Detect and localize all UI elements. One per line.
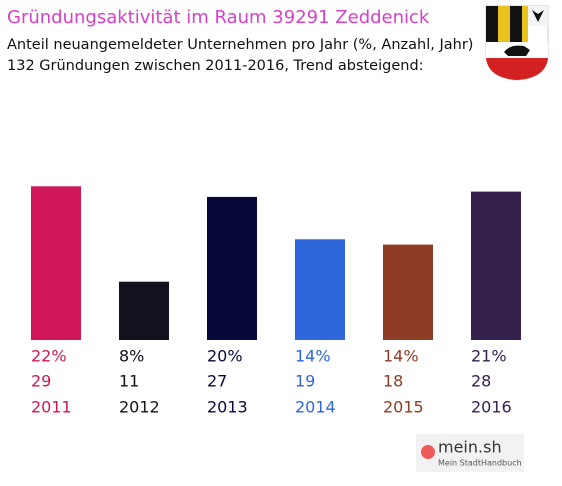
count-label: 18 bbox=[383, 372, 403, 391]
percent-label: 8% bbox=[119, 347, 144, 366]
count-label: 27 bbox=[207, 372, 227, 391]
count-label: 11 bbox=[119, 372, 139, 391]
logo-text: mein.sh bbox=[438, 438, 502, 457]
chart-title: Gründungsaktivität im Raum 39291 Zeddeni… bbox=[7, 7, 430, 28]
percent-label: 22% bbox=[31, 347, 67, 366]
bar bbox=[31, 186, 81, 340]
x-tick-label: 2011 bbox=[31, 398, 72, 417]
bar bbox=[207, 196, 257, 340]
bar bbox=[295, 239, 345, 340]
bar bbox=[471, 191, 521, 340]
percent-label: 14% bbox=[295, 347, 331, 366]
bar bbox=[119, 281, 169, 340]
count-label: 19 bbox=[295, 372, 315, 391]
logo-subtitle: Mein StadtHandbuch bbox=[438, 459, 522, 468]
count-label: 29 bbox=[31, 372, 51, 391]
x-tick-label: 2014 bbox=[295, 398, 336, 417]
x-tick-label: 2012 bbox=[119, 398, 160, 417]
percent-label: 20% bbox=[207, 347, 243, 366]
percent-label: 14% bbox=[383, 347, 419, 366]
x-tick-label: 2016 bbox=[471, 398, 512, 417]
count-label: 28 bbox=[471, 372, 491, 391]
bar bbox=[383, 244, 433, 340]
subtitle: Anteil neuangemeldeter Unternehmen pro J… bbox=[7, 37, 473, 53]
percent-label: 21% bbox=[471, 347, 507, 366]
x-tick-label: 2013 bbox=[207, 398, 248, 417]
coat-of-arms bbox=[485, 5, 549, 81]
subtitle: 132 Gründungen zwischen 2011-2016, Trend… bbox=[7, 58, 424, 74]
logo: mein.sh Mein StadtHandbuch bbox=[416, 434, 524, 472]
x-tick-label: 2015 bbox=[383, 398, 424, 417]
